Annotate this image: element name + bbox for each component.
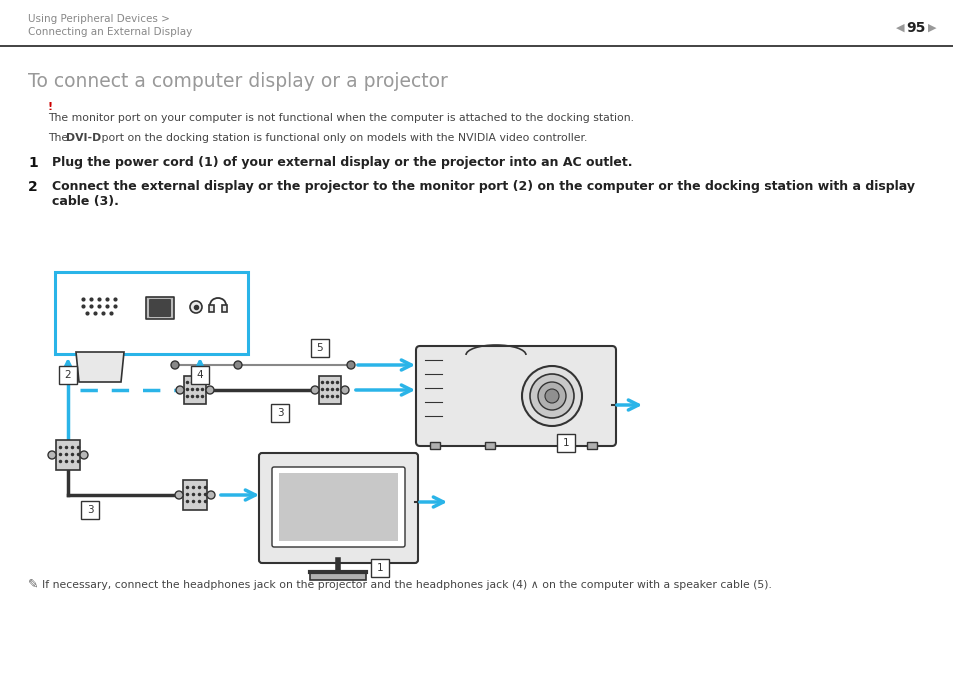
Text: 3: 3 [87,505,93,515]
Circle shape [190,301,202,313]
Circle shape [48,451,56,459]
Bar [484,442,495,449]
FancyBboxPatch shape [149,299,171,317]
Bar [222,305,227,312]
Circle shape [206,386,213,394]
Text: 2: 2 [65,370,71,380]
Bar [430,442,439,449]
Text: Plug the power cord (1) of your external display or the projector into an AC out: Plug the power cord (1) of your external… [52,156,632,169]
Bar [59,366,77,384]
Text: 2: 2 [28,180,38,194]
Text: The monitor port on your computer is not functional when the computer is attache: The monitor port on your computer is not… [48,113,634,123]
Circle shape [175,386,184,394]
Bar [371,559,389,577]
Circle shape [537,382,565,410]
Bar [209,305,213,312]
Bar [318,376,340,404]
Text: 5: 5 [316,343,323,353]
Text: ✎: ✎ [28,578,38,591]
Bar [184,376,206,404]
Bar [311,339,329,357]
Circle shape [80,451,88,459]
Text: Connect the external display or the projector to the monitor port (2) on the com: Connect the external display or the proj… [52,180,914,208]
Bar [146,297,173,319]
Text: ◀: ◀ [895,23,903,33]
Bar [191,366,209,384]
Circle shape [171,361,179,369]
Text: 1: 1 [376,563,383,573]
FancyBboxPatch shape [272,467,405,547]
Circle shape [207,491,214,499]
Circle shape [347,361,355,369]
Text: Connecting an External Display: Connecting an External Display [28,27,193,37]
FancyBboxPatch shape [258,453,417,563]
Bar [55,272,248,354]
Text: !: ! [48,102,53,112]
Bar [56,440,80,470]
Text: 1: 1 [28,156,38,170]
Circle shape [521,366,581,426]
Text: 95: 95 [905,21,924,35]
Text: To connect a computer display or a projector: To connect a computer display or a proje… [28,72,447,91]
Circle shape [530,374,574,418]
Text: ▶: ▶ [926,23,935,33]
Circle shape [174,491,183,499]
FancyBboxPatch shape [416,346,616,446]
Text: Using Peripheral Devices >: Using Peripheral Devices > [28,14,170,24]
Bar [586,442,597,449]
Text: 4: 4 [196,370,203,380]
Circle shape [311,386,318,394]
Circle shape [340,386,349,394]
Bar [278,473,397,541]
Bar [81,501,99,519]
Text: DVI-D: DVI-D [66,133,101,143]
Bar [557,434,575,452]
Text: 3: 3 [276,408,283,418]
Bar [310,572,366,580]
Text: If necessary, connect the headphones jack on the projector and the headphones ja: If necessary, connect the headphones jac… [42,580,771,590]
Text: port on the docking station is functional only on models with the NVIDIA video c: port on the docking station is functiona… [98,133,587,143]
Circle shape [233,361,242,369]
Bar [271,404,289,422]
Text: The: The [48,133,71,143]
Bar [183,480,207,510]
Polygon shape [76,352,124,382]
Circle shape [544,389,558,403]
Text: 1: 1 [562,438,569,448]
